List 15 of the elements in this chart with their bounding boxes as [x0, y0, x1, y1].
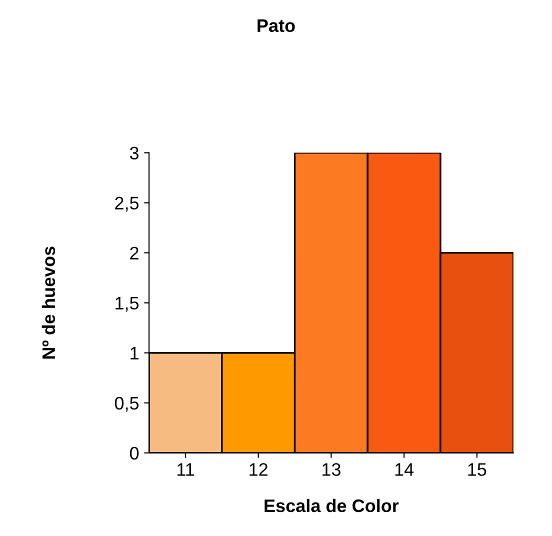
x-tick-label: 15 [468, 463, 486, 476]
x-tick-label: 11 [177, 463, 194, 476]
y-tick-label: 0 [130, 446, 139, 460]
x-tick-label: 14 [395, 463, 414, 476]
y-tick-label: 1,5 [116, 296, 139, 312]
y-tick-label: 0,5 [114, 396, 139, 412]
y-axis-title: Nº de huevos [42, 246, 56, 359]
y-tick-label: 3 [130, 146, 139, 160]
y-tick-label: 2 [130, 246, 138, 260]
x-axis-title: Escala de Color [264, 498, 399, 512]
y-tick-label: 1 [130, 346, 138, 360]
chart-title: Pato [258, 19, 295, 32]
x-tick-label: 12 [250, 463, 268, 476]
y-tick-label: 2,5 [115, 196, 139, 212]
x-tick-label: 13 [322, 463, 340, 476]
